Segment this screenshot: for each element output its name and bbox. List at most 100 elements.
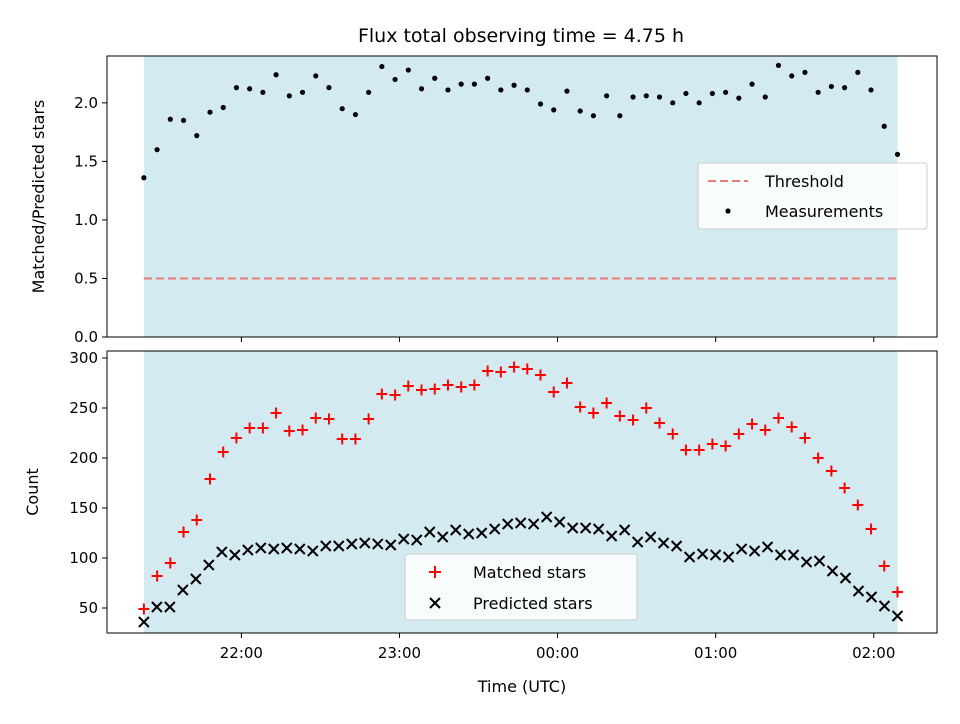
predicted-star-point — [463, 528, 475, 540]
matched-star-point — [772, 412, 784, 424]
matched-star-point — [482, 365, 494, 377]
predicted-star-point — [190, 573, 202, 585]
measurement-point — [789, 73, 795, 79]
measurement-point — [180, 117, 187, 123]
measurement-point — [551, 107, 557, 113]
matched-star-point — [138, 603, 150, 615]
matched-star-point — [653, 417, 665, 429]
measurement-point — [326, 85, 332, 91]
matched-star-point — [693, 444, 705, 456]
predicted-star-point — [177, 584, 189, 596]
matched-star-point — [178, 526, 190, 538]
count-legend-box — [404, 553, 638, 621]
measurement-point — [802, 69, 808, 75]
matched-star-point — [667, 428, 679, 440]
matched-star-point — [614, 410, 626, 422]
matched-star-point — [680, 444, 692, 456]
predicted-star-point — [346, 538, 358, 550]
y-tick-label: 0.0 — [74, 328, 98, 346]
measurement-point — [894, 151, 901, 157]
measurement-point — [233, 85, 240, 91]
predicted-star-point — [631, 536, 644, 548]
predicted-star-point — [359, 537, 371, 549]
matched-star-point — [402, 380, 414, 392]
matched-star-point — [389, 389, 401, 401]
matched-star-point — [720, 440, 732, 452]
count-y-axis-label: Count — [23, 468, 42, 516]
matched-star-point — [495, 366, 507, 378]
matched-star-point — [746, 418, 758, 430]
predicted-star-point — [761, 541, 774, 553]
predicted-star-point — [852, 585, 865, 597]
matched-star-point — [297, 424, 309, 436]
x-axis-label: Time (UTC) — [477, 677, 566, 696]
legend-predicted-label: Predicted stars — [473, 594, 593, 613]
predicted-star-point — [826, 565, 839, 577]
matched-star-point — [561, 377, 573, 389]
count-y-ticks: 50 100 150 200 250 300 — [69, 349, 107, 617]
x-tick-label: 23:00 — [378, 644, 421, 662]
predicted-star-point — [242, 544, 254, 556]
measurement-point — [868, 87, 874, 93]
count-x-ticks: 22:00 23:00 00:00 01:00 02:00 — [220, 633, 895, 662]
ratio-legend: Threshold Measurements — [697, 162, 928, 230]
matched-star-point — [852, 499, 864, 511]
measurement-point — [167, 116, 173, 122]
measurement-point — [511, 82, 517, 88]
matched-star-point — [733, 428, 745, 440]
measurement-point — [577, 108, 583, 114]
measurement-point — [630, 94, 636, 100]
predicted-star-point — [735, 543, 748, 555]
measurement-point — [366, 89, 372, 95]
measurement-point — [471, 81, 478, 87]
matched-star-point — [839, 482, 851, 494]
measurement-point — [683, 90, 689, 97]
predicted-star-point — [787, 549, 800, 561]
matched-star-point — [429, 383, 441, 395]
matched-star-point — [442, 379, 454, 391]
y-tick-label: 2.0 — [74, 94, 98, 112]
matched-star-point — [535, 369, 547, 381]
measurement-point — [154, 147, 160, 153]
matched-star-point — [812, 452, 824, 464]
measurement-points — [141, 62, 901, 181]
predicted-star-point — [151, 601, 163, 613]
matched-star-point — [376, 388, 388, 400]
measurement-point — [524, 87, 530, 93]
predicted-star-point — [527, 518, 540, 530]
matched-star-point — [270, 407, 282, 419]
measurement-point — [418, 86, 425, 92]
y-tick-label: 50 — [79, 599, 98, 617]
measurement-point — [141, 175, 147, 181]
measurement-point — [696, 100, 702, 106]
matched-star-point — [363, 413, 375, 425]
measurement-point — [670, 100, 676, 106]
predicted-star-point — [255, 542, 267, 554]
measurement-point — [736, 95, 742, 101]
predicted-star-point — [203, 559, 215, 571]
y-tick-label: 100 — [69, 549, 98, 567]
measurement-point — [458, 81, 464, 87]
ratio-panel-frame — [106, 55, 938, 338]
count-panel: 50 100 150 200 250 300 22:00 23:00 00:00 01:00 02… — [23, 349, 938, 662]
measurement-point — [220, 104, 226, 111]
x-tick-label: 01:00 — [694, 644, 737, 662]
predicted-star-point — [450, 524, 462, 536]
matched-star-point — [244, 422, 256, 434]
predicted-star-point — [553, 516, 566, 528]
predicted-star-point — [164, 601, 176, 613]
x-tick-label: 00:00 — [536, 644, 579, 662]
measurement-point — [313, 73, 319, 79]
ratio-y-ticks: 0.0 0.5 1.0 1.5 2.0 — [74, 94, 107, 346]
measurement-point — [604, 93, 610, 99]
matched-star-point — [310, 412, 322, 424]
predicted-star-point — [320, 540, 332, 552]
predicted-star-point — [333, 540, 345, 552]
predicted-star-point — [605, 530, 618, 542]
measurement-point — [352, 111, 359, 118]
x-tick-label: 22:00 — [220, 644, 263, 662]
predicted-star-point — [878, 600, 891, 612]
matched-star-point — [191, 514, 203, 526]
predicted-star-point — [644, 531, 657, 543]
